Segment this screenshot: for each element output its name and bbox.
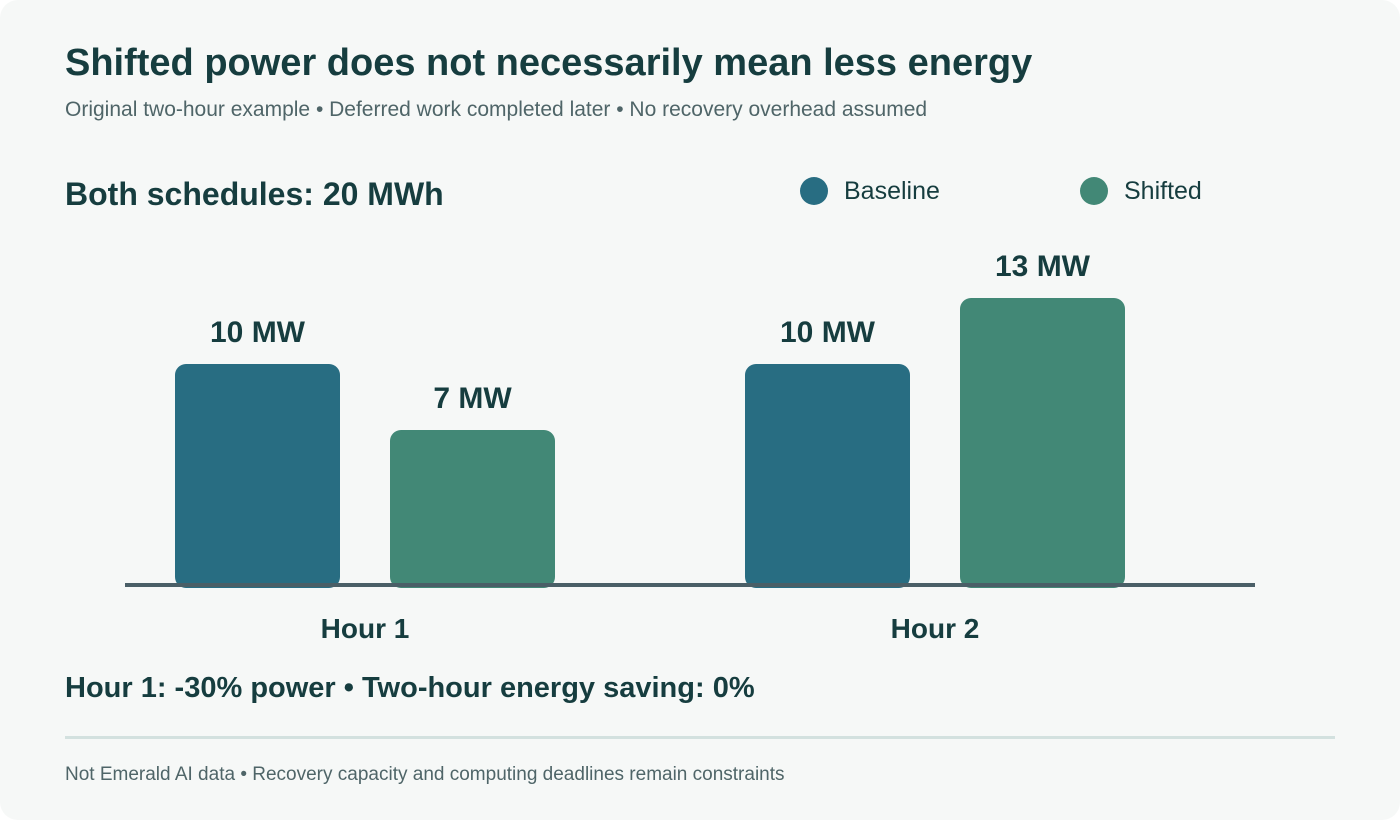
x-tick-label-1: Hour 1	[321, 613, 410, 644]
summary-text: Hour 1: -30% power • Two-hour energy sav…	[65, 672, 755, 704]
legend-item-baseline: Baseline	[800, 174, 940, 208]
x-tick-label-2: Hour 2	[891, 613, 980, 644]
data-label-baseline-1: 10 MW	[210, 316, 306, 349]
chart-title: Shifted power does not necessarily mean …	[65, 42, 1033, 84]
x-axis-line	[125, 583, 1255, 587]
bar-baseline-1	[175, 364, 340, 588]
legend-label-baseline: Baseline	[844, 176, 940, 205]
footer-divider	[65, 736, 1335, 739]
legend-label-shifted: Shifted	[1124, 176, 1202, 205]
bar-shifted-2	[960, 298, 1125, 588]
data-label-shifted-2: 13 MW	[995, 250, 1091, 283]
legend-swatch-baseline	[800, 177, 828, 205]
energy-callout: Both schedules: 20 MWh	[65, 176, 444, 212]
legend-item-shifted: Shifted	[1080, 174, 1202, 208]
bar-baseline-2	[745, 364, 910, 588]
bar-shifted-1	[390, 430, 555, 588]
footnote: Not Emerald AI data • Recovery capacity …	[65, 764, 785, 785]
legend-swatch-shifted	[1080, 177, 1108, 205]
data-label-shifted-1: 7 MW	[433, 382, 512, 415]
chart-subtitle: Original two-hour example • Deferred wor…	[65, 98, 928, 121]
data-label-baseline-2: 10 MW	[780, 316, 876, 349]
